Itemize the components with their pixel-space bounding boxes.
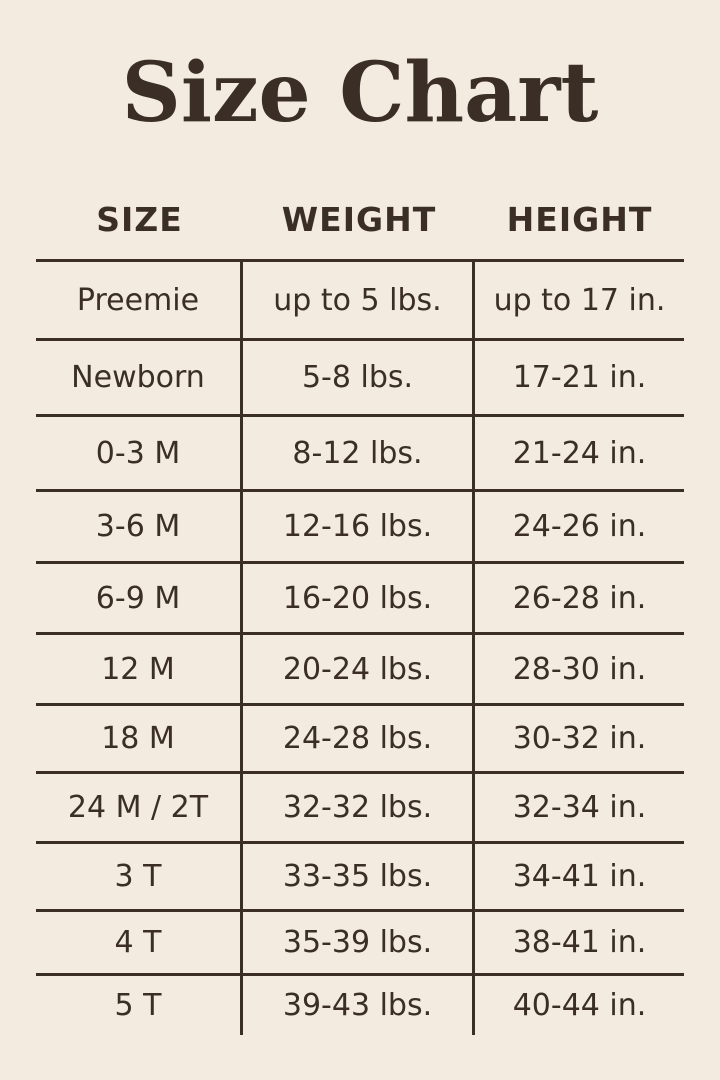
table-row: 6-9 M 16-20 lbs. 26-28 in.: [36, 561, 684, 632]
table-row: 3-6 M 12-16 lbs. 24-26 in.: [36, 489, 684, 561]
weight-cell: 39-43 lbs.: [243, 976, 475, 1035]
size-cell: 3 T: [36, 844, 243, 909]
table-row: 18 M 24-28 lbs. 30-32 in.: [36, 703, 684, 771]
table-row: 0-3 M 8-12 lbs. 21-24 in.: [36, 414, 684, 489]
size-cell: 3-6 M: [36, 492, 243, 561]
size-cell: Newborn: [36, 341, 243, 414]
height-cell: 30-32 in.: [512, 721, 647, 756]
height-cell: 28-30 in.: [512, 651, 647, 687]
size-cell: 24 M / 2T: [36, 774, 243, 841]
weight-cell: 8-12 lbs.: [243, 417, 475, 489]
header-height: HEIGHT: [506, 199, 653, 239]
size-cell: 0-3 M: [36, 417, 243, 489]
height-cell: 40-44 in.: [512, 988, 647, 1023]
weight-cell: 5-8 lbs.: [243, 341, 475, 414]
size-cell: 12 M: [36, 635, 243, 703]
table-row: Newborn 5-8 lbs. 17-21 in.: [36, 338, 684, 414]
height-cell: 38-41 in.: [512, 925, 647, 960]
weight-cell: 16-20 lbs.: [243, 564, 475, 632]
height-cell: up to 17 in.: [493, 282, 666, 318]
size-cell: 4 T: [36, 912, 243, 973]
weight-cell: 32-32 lbs.: [243, 774, 475, 841]
height-cell: 21-24 in.: [512, 435, 647, 471]
weight-cell: 20-24 lbs.: [243, 635, 475, 703]
weight-cell: 33-35 lbs.: [243, 844, 475, 909]
weight-cell: 24-28 lbs.: [243, 706, 475, 771]
size-cell: 5 T: [36, 976, 243, 1035]
size-table: Preemie up to 5 lbs. up to 17 in. Newborn 5-…: [36, 259, 684, 1035]
table-row: 4 T 35-39 lbs. 38-41 in.: [36, 909, 684, 973]
table-row: 24 M / 2T 32-32 lbs. 32-34 in.: [36, 771, 684, 841]
size-cell: 18 M: [36, 706, 243, 771]
page-title: Size Chart: [121, 45, 599, 141]
weight-cell: 12-16 lbs.: [243, 492, 475, 561]
weight-cell: up to 5 lbs.: [243, 262, 475, 338]
table-row: 5 T 39-43 lbs. 40-44 in.: [36, 973, 684, 1035]
header-weight: WEIGHT: [281, 199, 437, 239]
size-cell: Preemie: [36, 262, 243, 338]
weight-cell: 35-39 lbs.: [243, 912, 475, 973]
height-cell: 17-21 in.: [512, 360, 647, 395]
height-cell: 26-28 in.: [512, 580, 647, 616]
height-cell: 34-41 in.: [512, 859, 647, 894]
table-row: 12 M 20-24 lbs. 28-30 in.: [36, 632, 684, 703]
table-header: SIZE WEIGHT HEIGHT: [36, 196, 684, 242]
header-size: SIZE: [96, 199, 183, 239]
size-cell: 6-9 M: [36, 564, 243, 632]
table-row: 3 T 33-35 lbs. 34-41 in.: [36, 841, 684, 909]
table-row: Preemie up to 5 lbs. up to 17 in.: [36, 259, 684, 338]
height-cell: 24-26 in.: [512, 509, 647, 544]
height-cell: 32-34 in.: [512, 790, 647, 825]
